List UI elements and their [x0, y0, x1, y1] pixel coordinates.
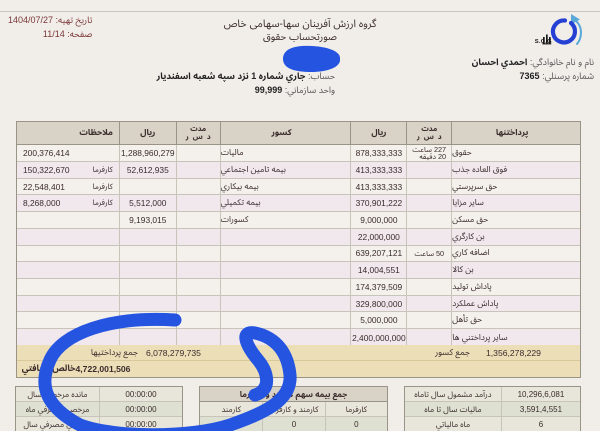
svg-text:S.C.G: S.C.G [535, 39, 552, 45]
